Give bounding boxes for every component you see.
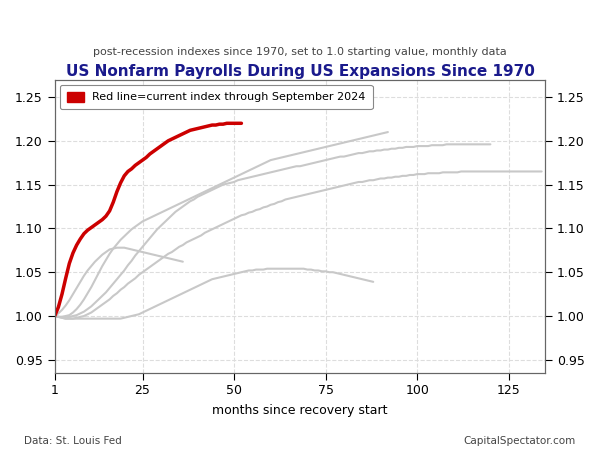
Text: Data: St. Louis Fed: Data: St. Louis Fed [24, 436, 122, 446]
X-axis label: months since recovery start: months since recovery start [212, 404, 388, 417]
Legend: Red line=current index through September 2024: Red line=current index through September… [60, 85, 373, 109]
Title: US Nonfarm Payrolls During US Expansions Since 1970: US Nonfarm Payrolls During US Expansions… [65, 64, 535, 80]
Text: post-recession indexes since 1970, set to 1.0 starting value, monthly data: post-recession indexes since 1970, set t… [93, 47, 507, 57]
Text: CapitalSpectator.com: CapitalSpectator.com [464, 436, 576, 446]
